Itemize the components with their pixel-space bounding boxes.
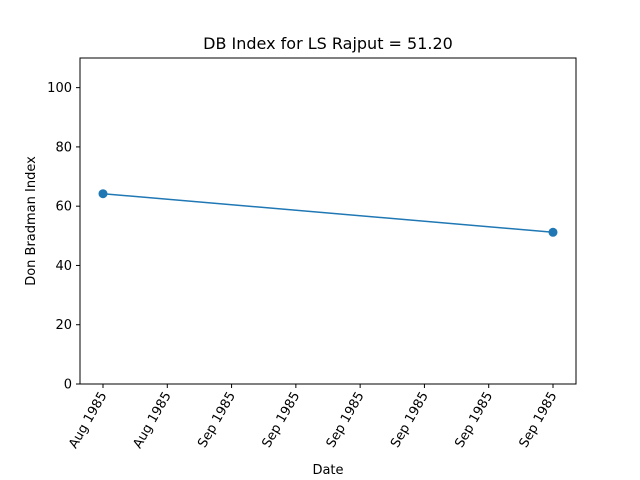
x-tick-label: Sep 1985: [324, 390, 368, 451]
y-tick-label: 60: [55, 200, 72, 215]
plot-frame: [79, 57, 577, 385]
y-tick-label: 80: [55, 140, 72, 155]
chart-title: DB Index for LS Rajput = 51.20: [203, 34, 453, 53]
x-axis-label: Date: [312, 463, 343, 478]
x-tick-label: Sep 1985: [452, 390, 496, 451]
plot-area: 0 20 40 60 80 100 Aug 1985 Aug 1985 Sep 1985 Sep …: [47, 57, 577, 452]
y-tick-label: 20: [55, 318, 72, 333]
data-point: [548, 227, 558, 237]
y-axis-label: Don Bradman Index: [24, 156, 39, 286]
x-tick-label: Aug 1985: [66, 390, 110, 452]
x-tick-label: Sep 1985: [517, 390, 561, 451]
x-tick-label: Aug 1985: [130, 390, 174, 452]
series-line: [102, 192, 554, 234]
y-tick-label: 40: [55, 259, 72, 274]
x-tick-label: Sep 1985: [195, 390, 239, 451]
y-tick-label: 0: [64, 378, 72, 393]
data-point: [98, 189, 108, 199]
x-tick-label: Sep 1985: [259, 390, 303, 451]
y-tick-label: 100: [47, 81, 72, 96]
x-tick-label: Sep 1985: [388, 390, 432, 451]
